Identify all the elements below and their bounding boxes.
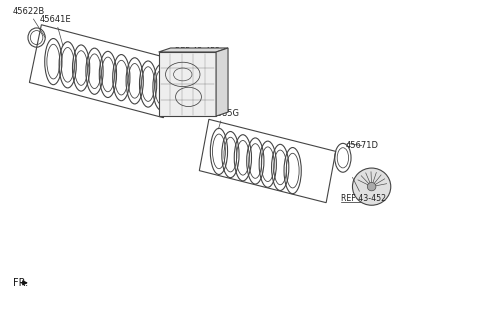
Ellipse shape	[352, 168, 391, 205]
Text: REF 43-452: REF 43-452	[340, 177, 385, 203]
Polygon shape	[158, 48, 228, 52]
Text: 45685G: 45685G	[206, 109, 240, 129]
Text: REF 43-452: REF 43-452	[175, 47, 220, 56]
Text: 45671D: 45671D	[345, 141, 378, 150]
Polygon shape	[158, 52, 216, 116]
Ellipse shape	[367, 183, 376, 191]
Text: FR.: FR.	[12, 278, 28, 288]
Text: 45622B: 45622B	[12, 7, 45, 38]
Text: 45641E: 45641E	[40, 15, 72, 46]
Polygon shape	[216, 48, 228, 116]
